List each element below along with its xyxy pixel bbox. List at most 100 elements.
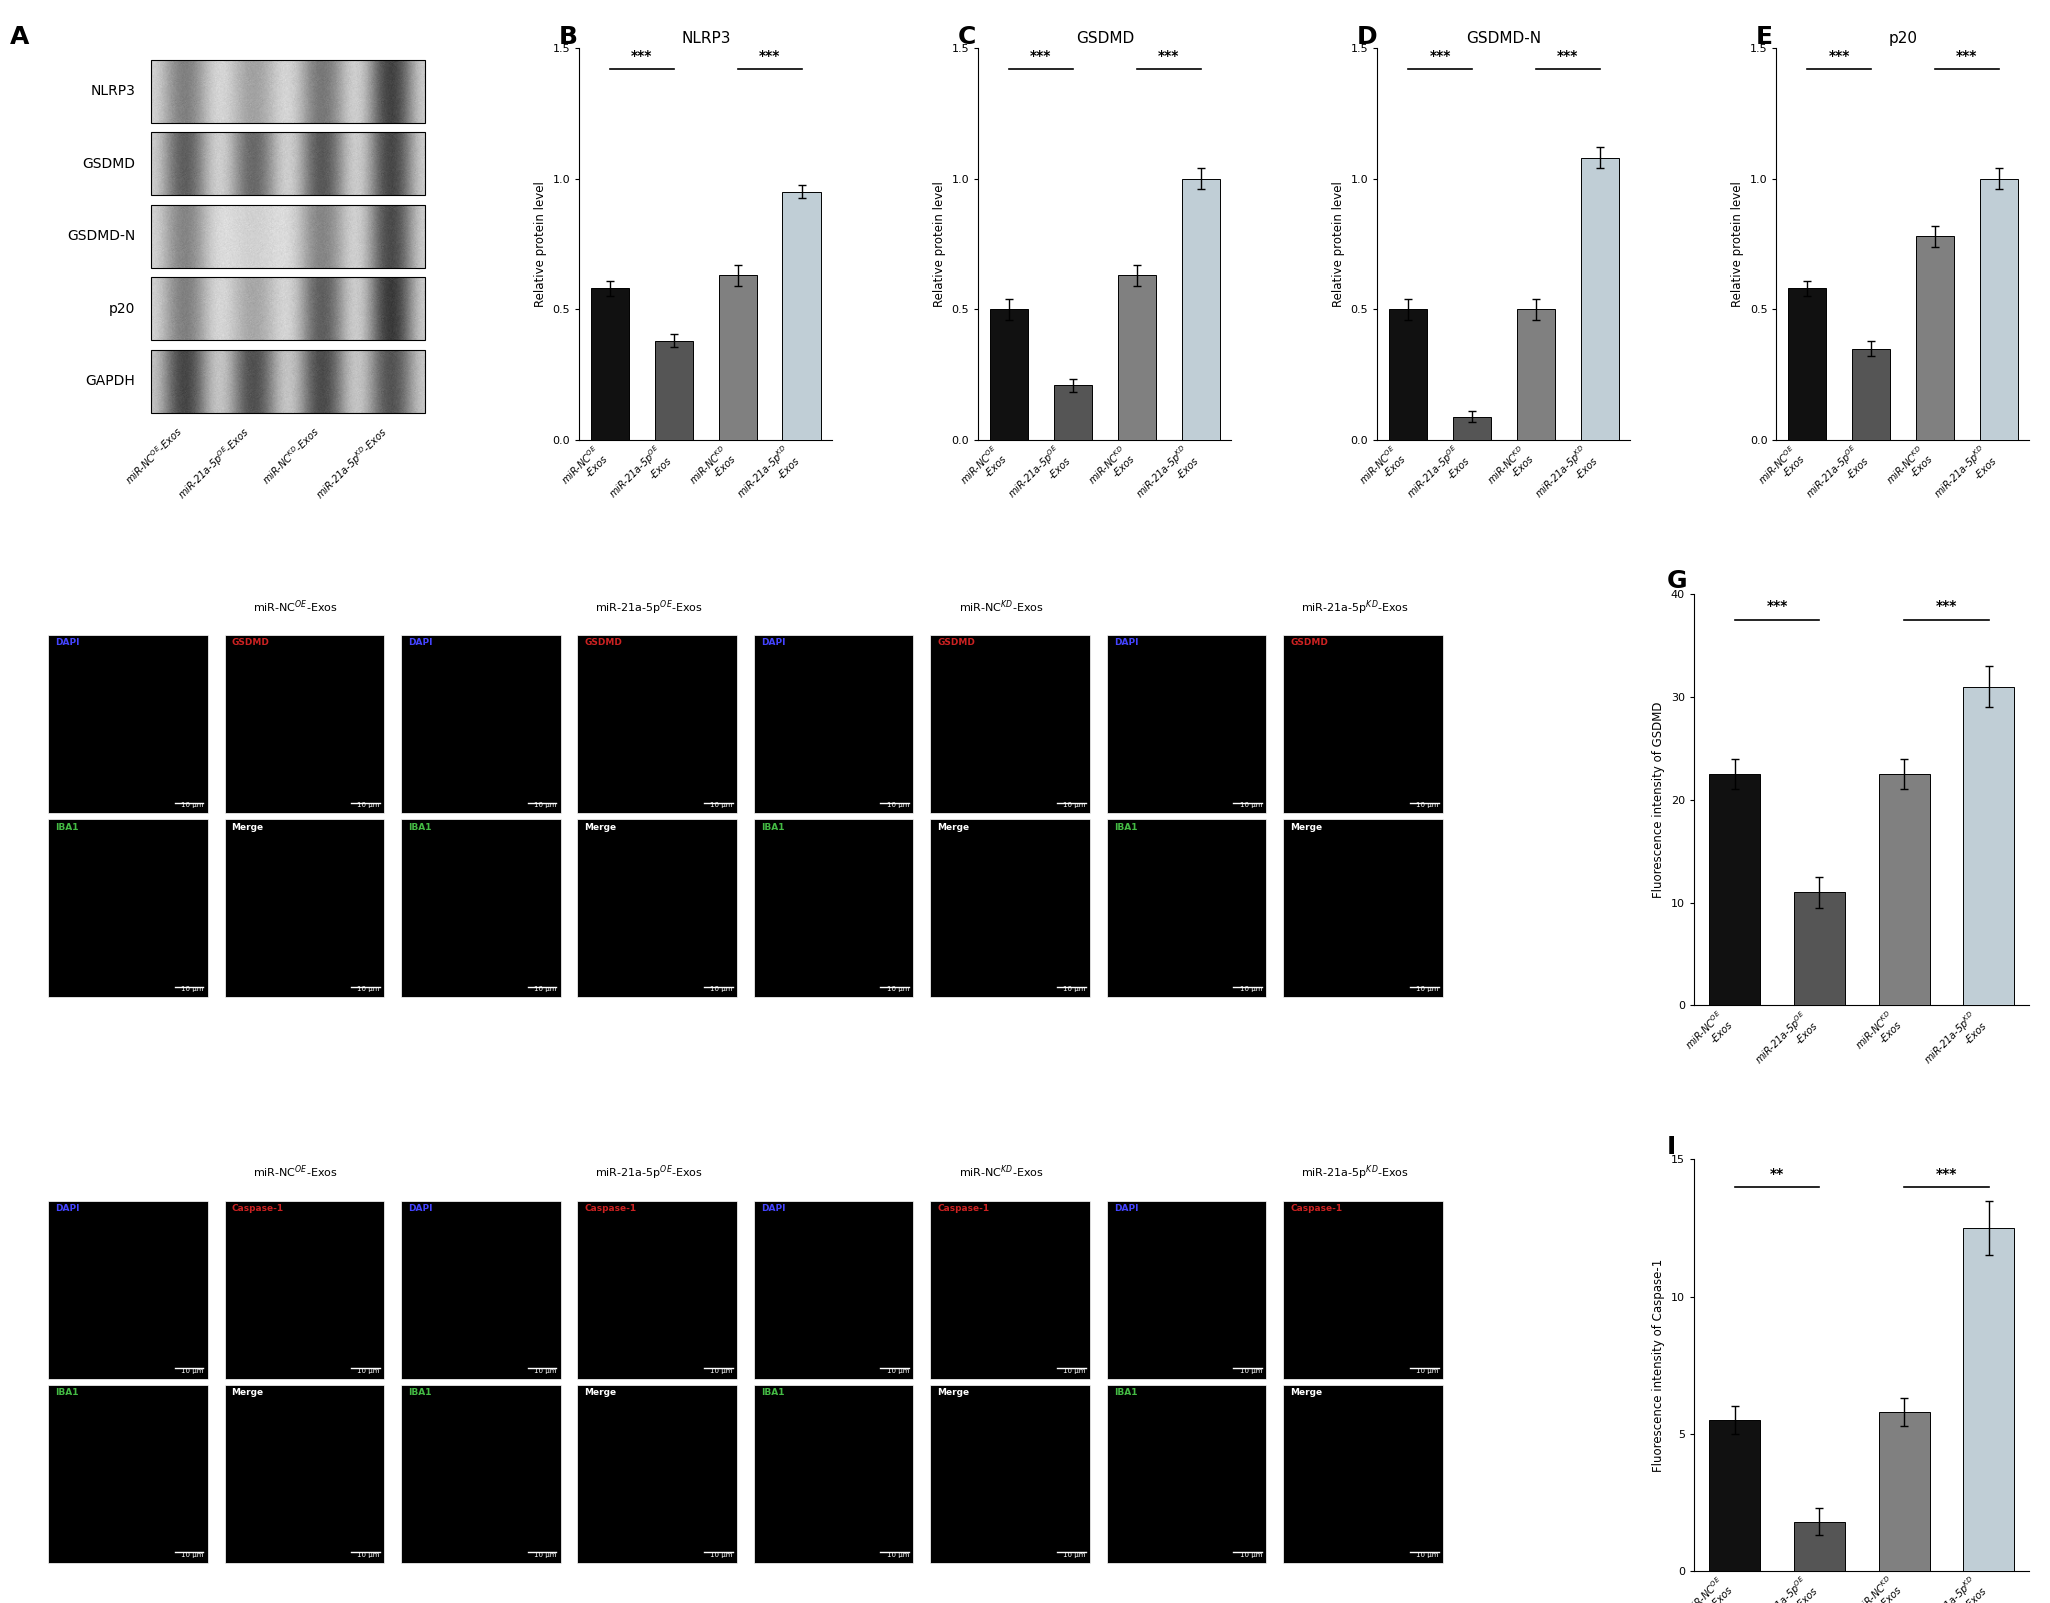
Text: 10 μm: 10 μm xyxy=(180,1552,203,1558)
Bar xyxy=(47,635,207,813)
Title: p20: p20 xyxy=(1888,30,1917,45)
Title: NLRP3: NLRP3 xyxy=(681,30,730,45)
Text: IBA1: IBA1 xyxy=(55,1388,78,1396)
Bar xyxy=(402,1385,560,1563)
Text: 10 μm: 10 μm xyxy=(180,986,203,992)
Bar xyxy=(1917,236,1954,441)
Text: miR-NC$^{OE}$-Exos: miR-NC$^{OE}$-Exos xyxy=(254,1164,338,1180)
Text: 10 μm: 10 μm xyxy=(1240,986,1263,992)
Bar xyxy=(754,635,914,813)
Bar xyxy=(1980,180,2017,441)
Text: miR-21a-5p$^{KD}$-Exos: miR-21a-5p$^{KD}$-Exos xyxy=(312,425,392,503)
Title: GSDMD-N: GSDMD-N xyxy=(1466,30,1542,45)
Text: ***: *** xyxy=(1829,50,1849,63)
Y-axis label: Relative protein level: Relative protein level xyxy=(933,181,947,308)
Text: Merge: Merge xyxy=(232,822,264,832)
Text: IBA1: IBA1 xyxy=(408,822,430,832)
Text: 10 μm: 10 μm xyxy=(357,1552,379,1558)
Bar xyxy=(1581,157,1620,441)
Y-axis label: Relative protein level: Relative protein level xyxy=(535,181,547,308)
Bar xyxy=(152,349,424,412)
Bar xyxy=(402,819,560,997)
Bar xyxy=(152,205,424,268)
Bar xyxy=(1710,774,1761,1005)
Text: ***: *** xyxy=(631,50,652,63)
Text: Merge: Merge xyxy=(232,1388,264,1396)
Text: 10 μm: 10 μm xyxy=(1417,986,1439,992)
Text: miR-21a-5p$^{KD}$-Exos: miR-21a-5p$^{KD}$-Exos xyxy=(1300,598,1408,617)
Text: DAPI: DAPI xyxy=(408,638,433,648)
Bar xyxy=(226,819,383,997)
Text: 10 μm: 10 μm xyxy=(888,1552,910,1558)
Bar xyxy=(47,819,207,997)
Text: Merge: Merge xyxy=(937,822,970,832)
Text: IBA1: IBA1 xyxy=(408,1388,430,1396)
Text: GSDMD: GSDMD xyxy=(82,157,135,170)
Bar xyxy=(578,1201,738,1379)
Bar xyxy=(1117,276,1156,441)
Text: 10 μm: 10 μm xyxy=(180,1367,203,1374)
Text: IBA1: IBA1 xyxy=(55,822,78,832)
Text: 10 μm: 10 μm xyxy=(709,802,732,808)
Bar xyxy=(1710,1420,1761,1571)
Text: GAPDH: GAPDH xyxy=(86,373,135,388)
Text: DAPI: DAPI xyxy=(1113,1204,1138,1213)
Text: DAPI: DAPI xyxy=(761,638,785,648)
Text: 10 μm: 10 μm xyxy=(888,1367,910,1374)
Bar xyxy=(402,635,560,813)
Bar xyxy=(1283,1201,1443,1379)
Bar xyxy=(226,1201,383,1379)
Text: 10 μm: 10 μm xyxy=(1417,1367,1439,1374)
Bar xyxy=(1794,1521,1845,1571)
Bar xyxy=(1878,1412,1929,1571)
Y-axis label: Fluorescence intensity of GSDMD: Fluorescence intensity of GSDMD xyxy=(1652,702,1665,898)
Bar xyxy=(931,1201,1091,1379)
Bar xyxy=(1851,348,1890,441)
Text: 10 μm: 10 μm xyxy=(1417,1552,1439,1558)
Bar xyxy=(226,635,383,813)
Text: 10 μm: 10 μm xyxy=(888,986,910,992)
Text: miR-21a-5p$^{KD}$-Exos: miR-21a-5p$^{KD}$-Exos xyxy=(1300,1164,1408,1181)
Bar xyxy=(1283,1385,1443,1563)
Text: 10 μm: 10 μm xyxy=(533,802,556,808)
Text: 10 μm: 10 μm xyxy=(533,986,556,992)
Bar xyxy=(754,1201,914,1379)
Bar xyxy=(1878,774,1929,1005)
Bar xyxy=(152,59,424,122)
Text: **: ** xyxy=(1769,1167,1784,1181)
Text: IBA1: IBA1 xyxy=(1113,1388,1138,1396)
Bar xyxy=(1107,635,1267,813)
Bar xyxy=(931,635,1091,813)
Bar xyxy=(1283,635,1443,813)
Text: 10 μm: 10 μm xyxy=(533,1552,556,1558)
Bar xyxy=(754,1385,914,1563)
Text: G: G xyxy=(1667,569,1687,593)
Text: IBA1: IBA1 xyxy=(761,1388,785,1396)
Bar xyxy=(402,1201,560,1379)
Bar xyxy=(1517,309,1556,441)
Bar xyxy=(931,1385,1091,1563)
Text: DAPI: DAPI xyxy=(55,1204,80,1213)
Bar xyxy=(1107,1201,1267,1379)
Bar xyxy=(152,277,424,340)
Text: A: A xyxy=(10,24,29,48)
Bar xyxy=(1390,309,1427,441)
Text: GSDMD: GSDMD xyxy=(232,638,269,648)
Text: miR-NC$^{KD}$-Exos: miR-NC$^{KD}$-Exos xyxy=(959,1164,1043,1180)
Text: miR-21a-5p$^{OE}$-Exos: miR-21a-5p$^{OE}$-Exos xyxy=(594,598,703,617)
Text: ***: *** xyxy=(1767,600,1788,614)
Text: miR-NC$^{OE}$-Exos: miR-NC$^{OE}$-Exos xyxy=(254,598,338,614)
Text: Merge: Merge xyxy=(584,1388,617,1396)
Bar xyxy=(1054,385,1093,441)
Text: Caspase-1: Caspase-1 xyxy=(1289,1204,1343,1213)
Text: E: E xyxy=(1757,24,1773,48)
Text: ***: *** xyxy=(1429,50,1451,63)
Text: 10 μm: 10 μm xyxy=(180,802,203,808)
Text: IBA1: IBA1 xyxy=(761,822,785,832)
Bar xyxy=(590,289,629,441)
Text: 10 μm: 10 μm xyxy=(533,1367,556,1374)
Bar xyxy=(931,819,1091,997)
Bar xyxy=(1788,289,1827,441)
Text: 10 μm: 10 μm xyxy=(1064,1367,1086,1374)
Text: DAPI: DAPI xyxy=(55,638,80,648)
